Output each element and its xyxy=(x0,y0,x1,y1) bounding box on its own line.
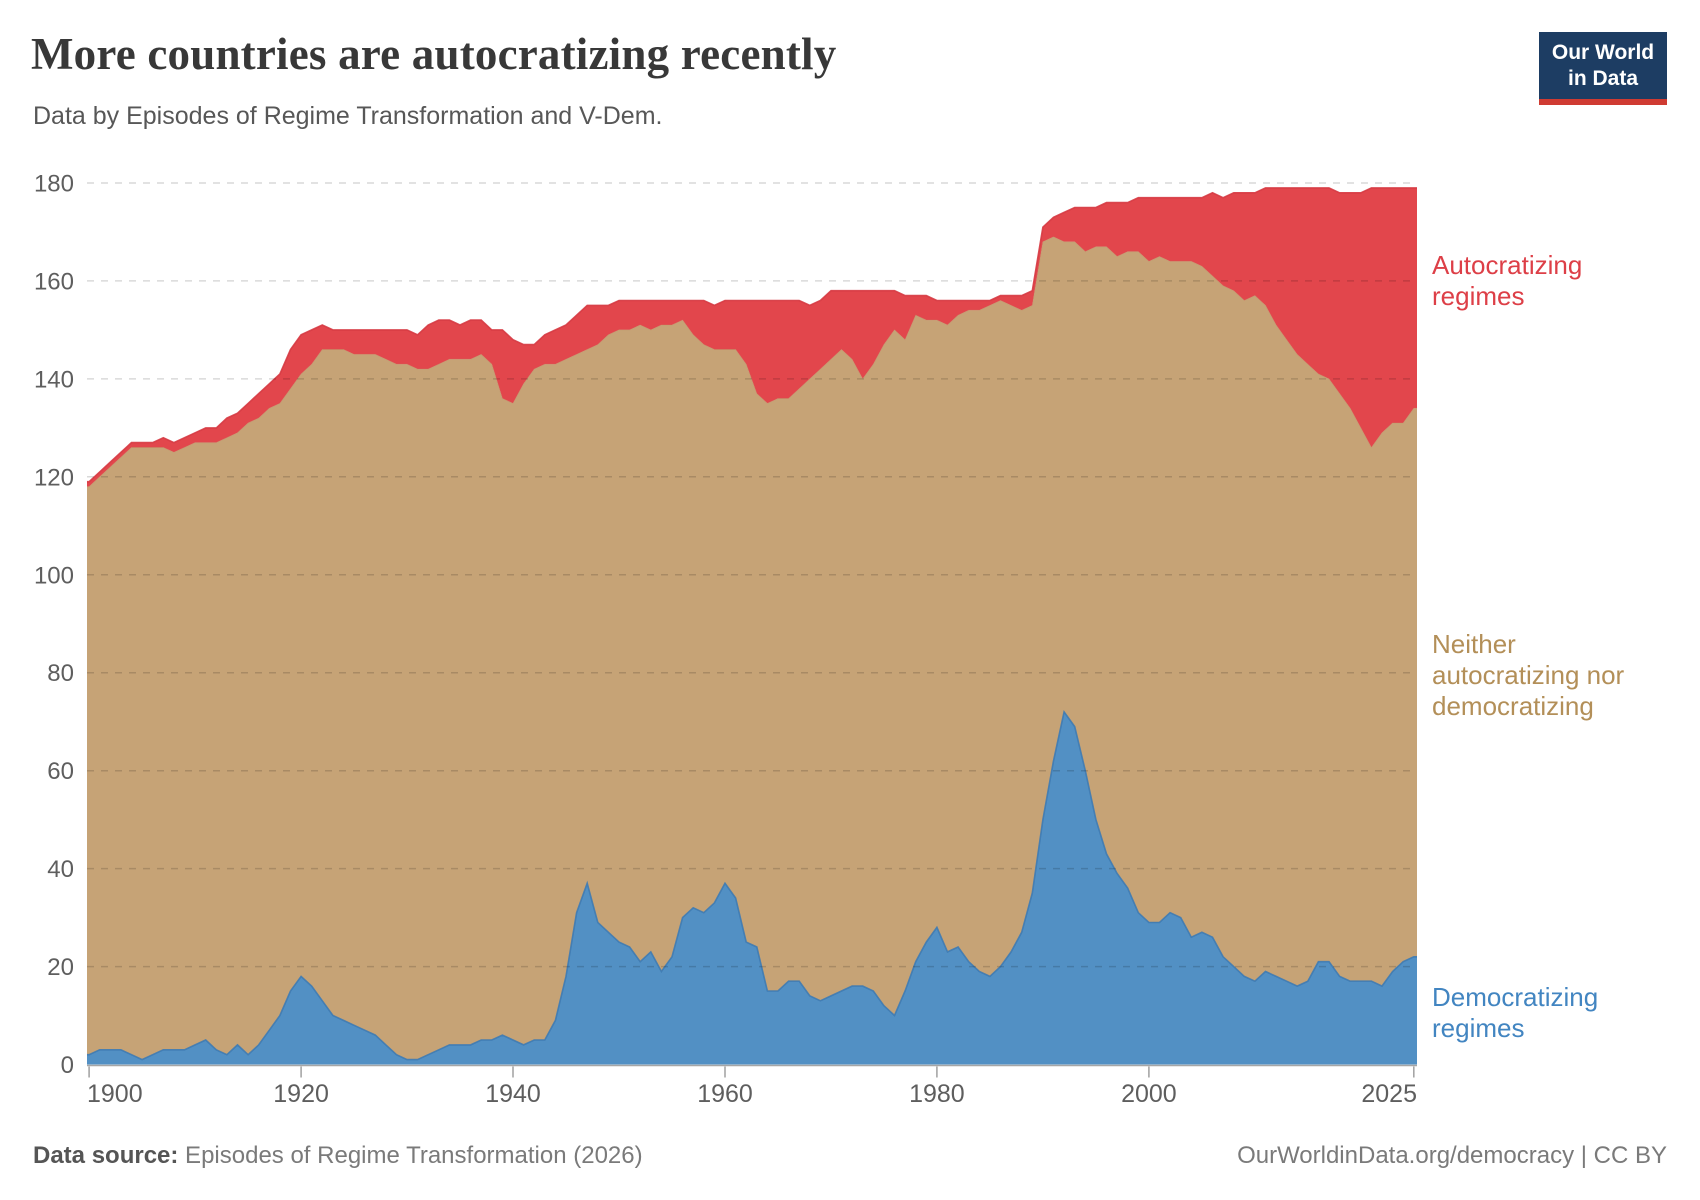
edge-2 xyxy=(87,187,1417,483)
series-label-neither-line2: autocratizing nor xyxy=(1432,660,1625,690)
y-tick-label-140: 140 xyxy=(34,366,74,393)
series-label-autocratizing-line2: regimes xyxy=(1432,281,1525,311)
chart-title: More countries are autocratizing recentl… xyxy=(31,29,837,79)
series-label-neither: Neither autocratizing nor democratizing xyxy=(1432,629,1672,722)
y-tick-label-20: 20 xyxy=(47,954,74,981)
series-label-democratizing-line2: regimes xyxy=(1432,1013,1525,1043)
chart-subtitle: Data by Episodes of Regime Transformatio… xyxy=(33,102,663,130)
area-neither xyxy=(87,236,1417,1060)
series-label-autocratizing-line1: Autocratizing xyxy=(1432,250,1583,280)
owid-logo-line2: in Data xyxy=(1567,66,1638,90)
x-tick-label-1920: 1920 xyxy=(273,1080,329,1108)
edge-1 xyxy=(87,236,1417,488)
y-tick-label-100: 100 xyxy=(34,562,74,589)
x-tick-label-1960: 1960 xyxy=(697,1080,753,1108)
owid-logo-box: Our World in Data xyxy=(1539,32,1667,99)
y-tick-label-0: 0 xyxy=(61,1052,74,1079)
data-source-label: Data source: xyxy=(33,1142,179,1169)
series-label-democratizing: Democratizing regimes xyxy=(1432,982,1672,1044)
series-label-neither-line1: Neither xyxy=(1432,629,1516,659)
license-note: OurWorldinData.org/democracy | CC BY xyxy=(1237,1142,1667,1169)
x-tick-label-1980: 1980 xyxy=(909,1080,965,1108)
y-tick-label-120: 120 xyxy=(34,464,74,491)
x-tick-label-1900: 1900 xyxy=(87,1080,143,1108)
y-tick-label-60: 60 xyxy=(47,758,74,785)
x-tick-label-2000: 2000 xyxy=(1121,1080,1177,1108)
data-source-text: Episodes of Regime Transformation (2026) xyxy=(178,1142,643,1169)
series-label-autocratizing: Autocratizing regimes xyxy=(1432,250,1662,312)
owid-logo-line1: Our World xyxy=(1551,40,1655,64)
y-tick-label-180: 180 xyxy=(34,171,74,198)
owid-logo-red-bar xyxy=(1539,99,1667,105)
data-source-note: Data source: Episodes of Regime Transfor… xyxy=(33,1142,643,1170)
y-tick-label-40: 40 xyxy=(47,856,74,883)
y-tick-label-160: 160 xyxy=(34,268,74,295)
y-tick-label-80: 80 xyxy=(47,660,74,687)
area-autocratizing xyxy=(87,187,1417,487)
edge-0 xyxy=(87,709,1417,1061)
x-tick-label-1940: 1940 xyxy=(485,1080,541,1108)
series-label-democratizing-line1: Democratizing xyxy=(1432,982,1599,1012)
owid-logo: Our World in Data xyxy=(1539,32,1667,105)
area-democratizing xyxy=(87,711,1417,1065)
series-label-neither-line3: democratizing xyxy=(1432,691,1594,721)
x-tick-label-2025: 2025 xyxy=(1361,1080,1417,1108)
